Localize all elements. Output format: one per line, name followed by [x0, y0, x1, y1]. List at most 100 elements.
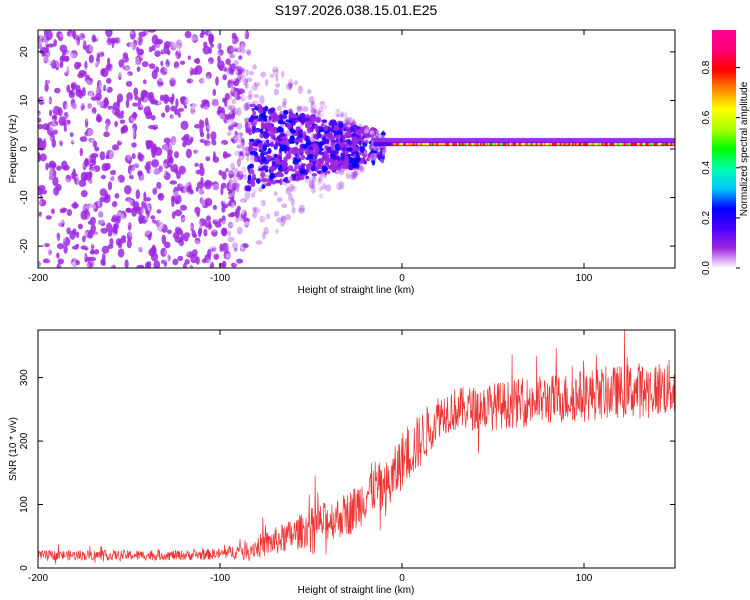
spectrogram-cell [63, 185, 70, 195]
spectrogram-cell [238, 135, 243, 144]
spectrogram-cell [291, 114, 299, 119]
spectrogram-cell [125, 80, 133, 87]
spectrogram-cell [126, 239, 132, 249]
spectrogram-cell [256, 103, 262, 109]
spectrogram-cell [169, 77, 176, 87]
spectrogram-cell [479, 128, 483, 132]
spectrogram-cell [159, 137, 164, 147]
spectrogram-cell [212, 168, 217, 176]
spectrogram-cell [203, 228, 208, 237]
spectrogram-cell [278, 66, 282, 73]
spectrogram-cell [220, 36, 224, 42]
spectrogram-cell [59, 61, 64, 69]
spectrogram-cell [258, 215, 261, 223]
spectrogram-cell [334, 108, 341, 118]
spectrogram-cell [587, 123, 593, 129]
spectrogram-cell [60, 234, 66, 243]
spectrogram-cell [408, 156, 413, 161]
spectrogram-cell [90, 243, 95, 250]
spectrogram-cell [298, 207, 305, 214]
spectrogram-cell [169, 114, 174, 119]
spectrogram-cell [100, 142, 106, 148]
spectrogram-cell [521, 122, 527, 129]
spectrogram-cell [545, 149, 550, 155]
spectrogram-cell [191, 229, 196, 238]
spectrogram-cell [166, 33, 173, 43]
spectrogram-cell [330, 162, 335, 170]
spectrogram-cell [254, 115, 259, 119]
spectrogram-cell [246, 49, 251, 55]
spectrogram-cell [161, 76, 170, 85]
spectrogram-cell [331, 188, 335, 194]
spectrogram-cell [67, 260, 71, 268]
spectrogram-cell [136, 48, 145, 56]
spectrogram-cell [52, 231, 57, 241]
spectrogram-cell [231, 262, 237, 268]
spectrogram-cell [151, 226, 159, 232]
spectrogram-cell [227, 38, 235, 43]
spectrogram-cell [38, 66, 42, 72]
spectrogram-cell [265, 154, 272, 161]
spectrogram-cell [78, 202, 86, 212]
spectrogram-cell [38, 211, 42, 217]
spectrogram-cell [286, 215, 294, 223]
spectrogram-cell [252, 110, 257, 116]
spectrogram-cell [213, 211, 218, 219]
spectrogram-cell [89, 250, 96, 255]
spectrogram-cell [200, 197, 206, 207]
spectrogram-cell [291, 206, 296, 214]
colorbar-tick-label: 0.6 [701, 110, 712, 124]
spectrogram-cell [236, 205, 241, 211]
spectrogram-cell [229, 178, 234, 184]
spectrogram-cell [48, 196, 56, 204]
spectrogram-cell [269, 172, 276, 180]
spectrogram-cell [126, 231, 133, 242]
spectrogram-cell [648, 146, 654, 151]
spectrogram-cell [234, 137, 238, 145]
spectrogram-cell [69, 39, 74, 45]
spectrogram-cell [577, 123, 583, 130]
spectrogram-cell [64, 71, 69, 77]
spectrogram-cell [315, 118, 321, 123]
spectrogram-cell [373, 157, 379, 161]
spectrogram-cell [107, 105, 114, 110]
spectrogram-cell [127, 221, 132, 231]
spectrogram-cell [446, 128, 451, 134]
spectrogram-cell [477, 155, 481, 159]
spectrogram-cell [161, 224, 168, 233]
spectrogram-cell [53, 38, 57, 47]
spectrogram-cell [158, 165, 164, 173]
spectrogram-cell [121, 40, 128, 46]
spectrogram-cell [46, 200, 51, 207]
spectrogram-cell [204, 140, 211, 147]
spectrogram-cell [97, 48, 103, 54]
spectrogram-cell [221, 242, 230, 253]
spectrogram-cell [48, 83, 54, 92]
spectrogram-cell [359, 165, 365, 172]
spectrogram-cell [252, 64, 257, 70]
spectrogram-cell [335, 107, 341, 115]
spectrogram-cell [193, 42, 197, 50]
spectrogram-cell [437, 157, 443, 163]
spectrogram-cell [343, 113, 348, 118]
spectrogram-cell [258, 215, 266, 223]
spectrogram-cell [111, 38, 115, 49]
spectrogram-cell [166, 216, 170, 225]
spectrogram-cell [192, 111, 199, 121]
spectrogram-cell [228, 221, 234, 229]
spectrogram-cell [54, 155, 60, 162]
spectrogram-cell [186, 39, 190, 45]
spectrogram-cell [222, 50, 228, 59]
spectrogram-cell [239, 41, 246, 50]
snr-y-tick-label: 200 [19, 432, 30, 449]
spectrogram-cell [281, 70, 285, 78]
spectrogram-cell [399, 160, 405, 166]
spectrogram-cell [495, 160, 499, 165]
spectrogram-cell [81, 87, 86, 97]
spectrogram-cell [212, 185, 220, 191]
spectrogram-cell [119, 50, 123, 60]
spectrogram-cell [134, 76, 141, 84]
spectrogram-cell [107, 181, 113, 191]
spectrogram-cell [619, 148, 625, 153]
spectrogram-cell [120, 167, 125, 173]
